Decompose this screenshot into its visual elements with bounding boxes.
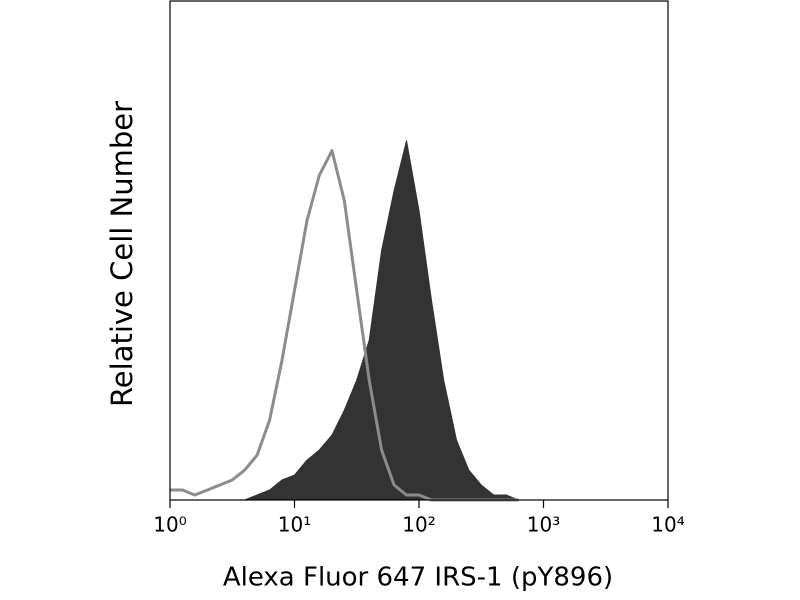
x-tick-label: 10⁴ (651, 513, 684, 537)
x-tick-label: 10⁰ (153, 513, 186, 537)
x-tick-label: 10² (402, 513, 435, 537)
y-axis-label: Relative Cell Number (105, 101, 139, 407)
x-tick-label: 10³ (527, 513, 560, 537)
x-axis-label: Alexa Fluor 647 IRS-1 (pY896) (223, 563, 613, 593)
x-tick-label: 10¹ (278, 513, 311, 537)
